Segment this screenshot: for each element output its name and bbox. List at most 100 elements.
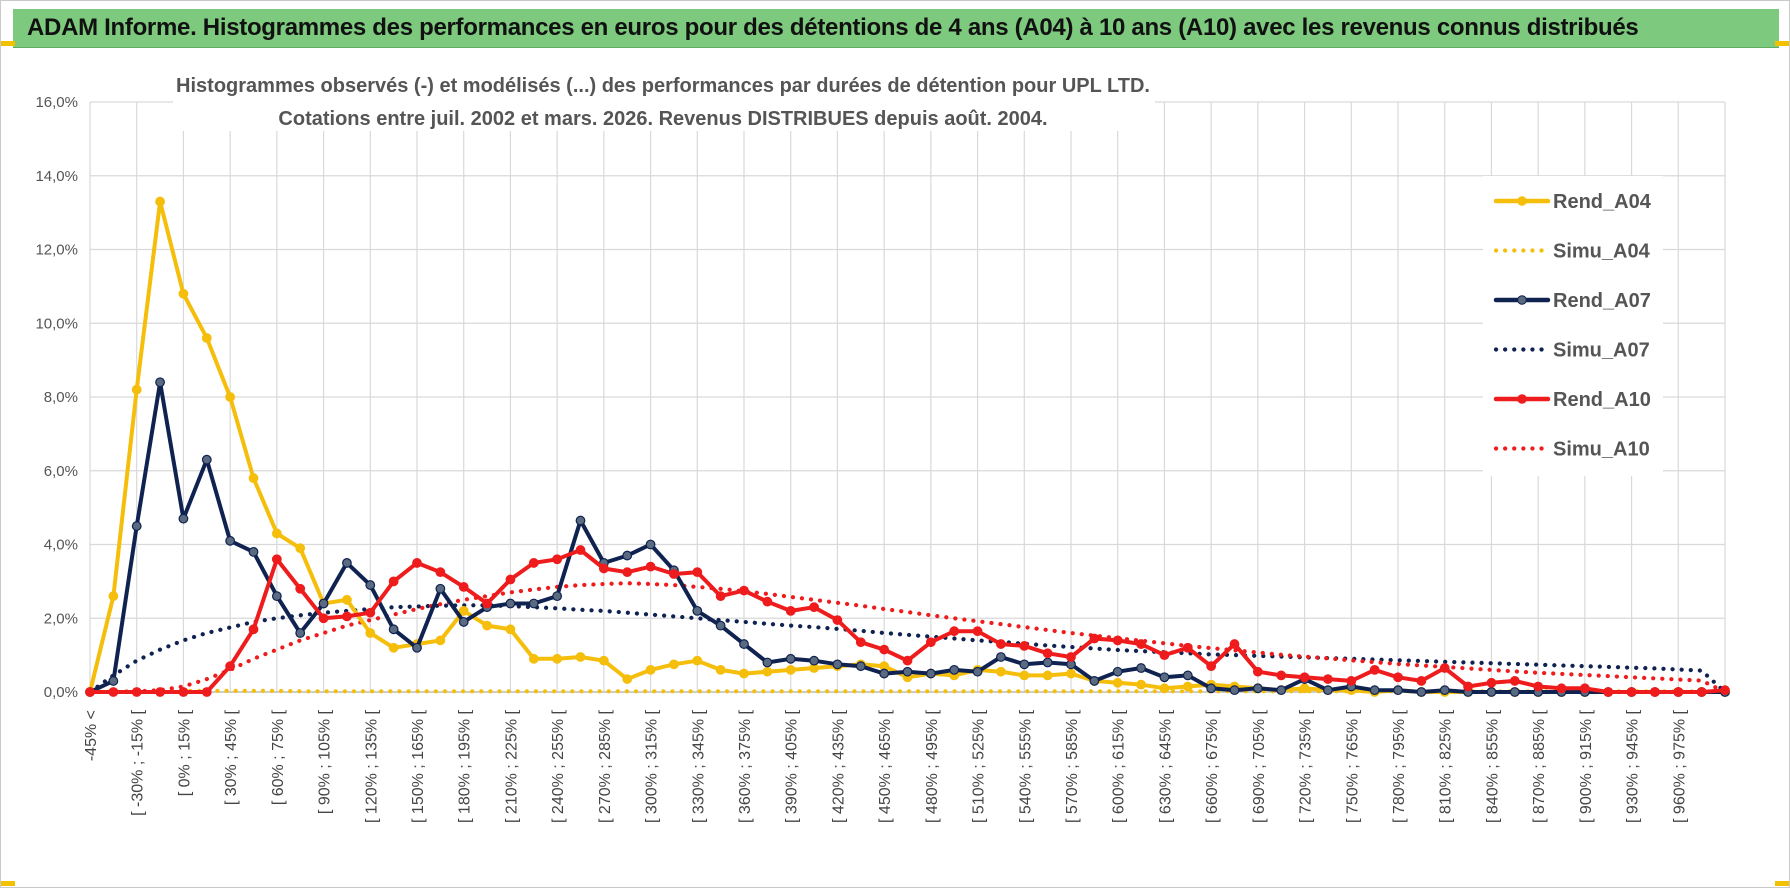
point-rend-a10 <box>529 559 538 568</box>
point-rend-a10 <box>1651 688 1660 697</box>
point-rend-a07 <box>623 551 632 560</box>
point-rend-a10 <box>202 688 211 697</box>
point-rend-a10 <box>1020 642 1029 651</box>
point-rend-a07 <box>1277 686 1286 695</box>
point-rend-a04 <box>226 393 235 402</box>
point-rend-a04 <box>1067 669 1076 678</box>
series-line-rend-a07 <box>90 382 1725 692</box>
legend-marker <box>1518 296 1527 305</box>
point-rend-a07 <box>1394 686 1403 695</box>
point-rend-a10 <box>226 662 235 671</box>
point-rend-a04 <box>623 675 632 684</box>
point-rend-a10 <box>997 640 1006 649</box>
point-rend-a10 <box>950 627 959 636</box>
point-rend-a07 <box>997 653 1006 662</box>
point-rend-a10 <box>646 562 655 571</box>
point-rend-a07 <box>1020 660 1029 669</box>
point-rend-a10 <box>973 627 982 636</box>
point-rend-a04 <box>1160 684 1169 693</box>
point-rend-a10 <box>483 599 492 608</box>
point-rend-a04 <box>1300 684 1309 693</box>
point-rend-a04 <box>716 666 725 675</box>
x-tick-label: [ 30% ; 45% [ <box>223 709 240 805</box>
x-tick-label: [ 690% ; 705% [ <box>1251 709 1268 823</box>
point-rend-a07 <box>319 599 328 608</box>
x-tick-label: [ 120% ; 135% [ <box>363 709 380 823</box>
point-rend-a04 <box>1020 671 1029 680</box>
x-tick-label: [ 960% ; 975% [ <box>1671 709 1688 823</box>
chart-title-line2: Cotations entre juil. 2002 et mars. 2026… <box>278 108 1047 130</box>
point-rend-a04 <box>249 474 258 483</box>
point-rend-a07 <box>576 516 585 525</box>
point-rend-a10 <box>1230 640 1239 649</box>
point-rend-a07 <box>389 625 398 634</box>
point-rend-a07 <box>927 669 936 678</box>
x-tick-label: [ 570% ; 585% [ <box>1064 709 1081 823</box>
point-rend-a07 <box>413 643 422 652</box>
x-tick-label: [ 930% ; 945% [ <box>1625 709 1642 823</box>
point-rend-a04 <box>459 607 468 616</box>
point-rend-a10 <box>1721 686 1730 695</box>
point-rend-a10 <box>810 603 819 612</box>
x-tick-label: [ 480% ; 495% [ <box>924 709 941 823</box>
point-rend-a10 <box>1557 684 1566 693</box>
x-tick-label: [ 870% ; 885% [ <box>1531 709 1548 823</box>
legend-marker <box>1518 395 1527 404</box>
point-rend-a04 <box>1113 678 1122 687</box>
point-rend-a10 <box>763 597 772 606</box>
legend-bg <box>1483 176 1663 476</box>
x-tick-label: [ 660% ; 675% [ <box>1204 709 1221 823</box>
x-tick-label: [ 270% ; 285% [ <box>597 709 614 823</box>
legend-label-simu-a07: Simu_A07 <box>1553 340 1650 362</box>
point-rend-a07 <box>740 640 749 649</box>
point-rend-a10 <box>1697 688 1706 697</box>
point-rend-a10 <box>623 568 632 577</box>
point-rend-a10 <box>1440 664 1449 673</box>
point-rend-a07 <box>693 607 702 616</box>
x-tick-label: [ 840% ; 855% [ <box>1484 709 1501 823</box>
point-rend-a07 <box>226 537 235 546</box>
point-rend-a10 <box>1627 688 1636 697</box>
legend-label-simu-a10: Simu_A10 <box>1553 439 1650 461</box>
point-rend-a07 <box>459 618 468 627</box>
x-tick-label: [ 600% ; 615% [ <box>1111 709 1128 823</box>
point-rend-a10 <box>1534 682 1543 691</box>
point-rend-a07 <box>973 667 982 676</box>
point-rend-a07 <box>1254 684 1263 693</box>
y-tick-label: 6,0% <box>44 463 78 480</box>
point-rend-a07 <box>786 655 795 664</box>
point-rend-a07 <box>273 592 282 601</box>
point-rend-a10 <box>273 555 282 564</box>
point-rend-a07 <box>436 584 445 593</box>
point-rend-a10 <box>903 656 912 665</box>
point-rend-a10 <box>1487 678 1496 687</box>
point-rend-a04 <box>343 596 352 605</box>
point-rend-a10 <box>740 586 749 595</box>
point-rend-a10 <box>389 577 398 586</box>
point-rend-a04 <box>483 621 492 630</box>
point-rend-a04 <box>740 669 749 678</box>
point-rend-a07 <box>1160 673 1169 682</box>
x-tick-label: [ 180% ; 195% [ <box>457 709 474 823</box>
point-rend-a04 <box>1183 682 1192 691</box>
point-rend-a10 <box>1137 640 1146 649</box>
point-rend-a07 <box>1043 658 1052 667</box>
point-rend-a10 <box>506 575 515 584</box>
point-rend-a07 <box>132 522 141 531</box>
point-rend-a10 <box>1160 651 1169 660</box>
point-rend-a07 <box>1510 688 1519 697</box>
point-rend-a10 <box>436 568 445 577</box>
point-rend-a10 <box>459 583 468 592</box>
point-rend-a07 <box>529 599 538 608</box>
x-tick-label: [ 510% ; 525% [ <box>971 709 988 823</box>
x-tick-label: [ 90% ; 105% [ <box>317 709 334 814</box>
point-rend-a10 <box>786 607 795 616</box>
point-rend-a10 <box>296 584 305 593</box>
x-tick-label: [ 240% ; 255% [ <box>550 709 567 823</box>
point-rend-a04 <box>576 653 585 662</box>
point-rend-a07 <box>1487 688 1496 697</box>
point-rend-a10 <box>880 645 889 654</box>
point-rend-a07 <box>1417 688 1426 697</box>
point-rend-a10 <box>1510 677 1519 686</box>
chart-frame: ADAM Informe. Histogrammes des performan… <box>0 0 1790 888</box>
